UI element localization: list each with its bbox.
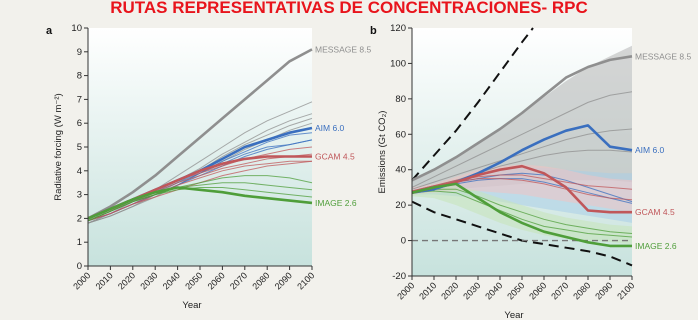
- scenario-line-5: [411, 174, 633, 192]
- y-tick-label-8: 8: [77, 71, 82, 82]
- y-tick-label-4: 60: [395, 129, 406, 140]
- series-label-2: GCAM 4.5: [315, 152, 355, 162]
- x-tick-label-5: 2050: [505, 280, 526, 301]
- x-tick-label-7: 2070: [549, 280, 570, 301]
- y-tick-label-3: 3: [77, 190, 82, 201]
- x-tick-label-3: 2030: [138, 270, 159, 291]
- scenario-line-13: [87, 187, 313, 222]
- page-title: RUTAS REPRESENTATIVAS DE CONCENTRACIONES…: [110, 0, 588, 17]
- scenario-line-7: [411, 188, 633, 234]
- y-tick-label-6: 6: [77, 118, 82, 129]
- y-tick-label-1: 1: [77, 237, 82, 248]
- series-label-3: IMAGE 2.6: [315, 198, 357, 208]
- scenario-line-0: [87, 101, 313, 224]
- x-tick-label-5: 2050: [183, 270, 204, 291]
- scenario-line-0: [411, 91, 633, 188]
- y-axis-label: Radiative forcing (W m⁻²): [53, 93, 64, 200]
- panel-letter: a: [46, 25, 53, 37]
- x-tick-label-0: 2000: [71, 270, 92, 291]
- range-band-0: [412, 45, 632, 193]
- x-tick-label-6: 2060: [206, 270, 227, 291]
- series-line-3: [411, 182, 632, 248]
- x-tick-label-4: 2040: [161, 270, 182, 291]
- y-tick-label-3: 40: [395, 165, 406, 176]
- x-tick-label-2: 2020: [116, 270, 137, 291]
- x-tick-label-1: 2010: [417, 280, 438, 301]
- plot-area: [88, 28, 312, 266]
- x-tick-label-7: 2070: [228, 270, 249, 291]
- series-line-0: [411, 55, 633, 182]
- range-band-3: [412, 185, 632, 245]
- series-label-1: AIM 6.0: [635, 145, 665, 155]
- x-tick-label-2: 2020: [439, 280, 460, 301]
- panel-a-radiative-forcing: MESSAGE 8.5 AIM 6.0 GCAM 4.5 IMAGE 2.6 0 1 2 3 4…: [46, 23, 371, 311]
- x-tick-label-3: 2030: [461, 280, 482, 301]
- y-tick-label-9: 9: [77, 47, 82, 58]
- y-tick-label-6: 100: [390, 58, 406, 69]
- y-tick-label-7: 7: [77, 94, 82, 105]
- y-axis-label: Emissions (Gt CO₂): [377, 111, 388, 194]
- x-tick-label-4: 2040: [483, 280, 504, 301]
- y-tick-label-4: 4: [77, 166, 82, 177]
- x-tick-label-8: 2080: [250, 270, 271, 291]
- series-label-2: GCAM 4.5: [635, 207, 675, 217]
- y-tick-label-0: -20: [392, 271, 406, 282]
- x-tick-label-9: 2090: [593, 280, 614, 301]
- x-tick-label-10: 2100: [615, 280, 636, 301]
- series-line-0: [87, 48, 313, 220]
- series-line-3: [87, 186, 313, 220]
- series-label-0: MESSAGE 8.5: [635, 51, 691, 61]
- y-tick-label-10: 10: [71, 23, 82, 34]
- panel-letter: b: [370, 25, 377, 37]
- x-tick-label-1: 2010: [94, 270, 115, 291]
- x-axis-label: Year: [504, 310, 523, 320]
- x-tick-label-6: 2060: [527, 280, 548, 301]
- x-tick-label-10: 2100: [295, 270, 316, 291]
- y-tick-label-5: 5: [77, 142, 82, 153]
- y-tick-label-2: 20: [395, 200, 406, 211]
- y-tick-label-7: 120: [390, 23, 406, 34]
- dashed-line-0: [411, 27, 534, 181]
- x-tick-label-0: 2000: [395, 280, 416, 301]
- x-tick-label-9: 2090: [273, 270, 294, 291]
- x-axis-label: Year: [182, 300, 201, 311]
- y-tick-label-1: 0: [401, 236, 406, 247]
- y-tick-label-0: 0: [77, 261, 82, 272]
- x-tick-label-8: 2080: [571, 280, 592, 301]
- scenario-line-8: [411, 190, 633, 238]
- series-label-0: MESSAGE 8.5: [315, 44, 371, 54]
- series-label-1: AIM 6.0: [315, 123, 345, 133]
- y-tick-label-5: 80: [395, 94, 406, 105]
- series-label-3: IMAGE 2.6: [635, 241, 677, 251]
- panel-b-emissions: MESSAGE 8.5 AIM 6.0 GCAM 4.5 IMAGE 2.6 -20 0 2…: [370, 23, 691, 320]
- y-tick-label-2: 2: [77, 213, 82, 224]
